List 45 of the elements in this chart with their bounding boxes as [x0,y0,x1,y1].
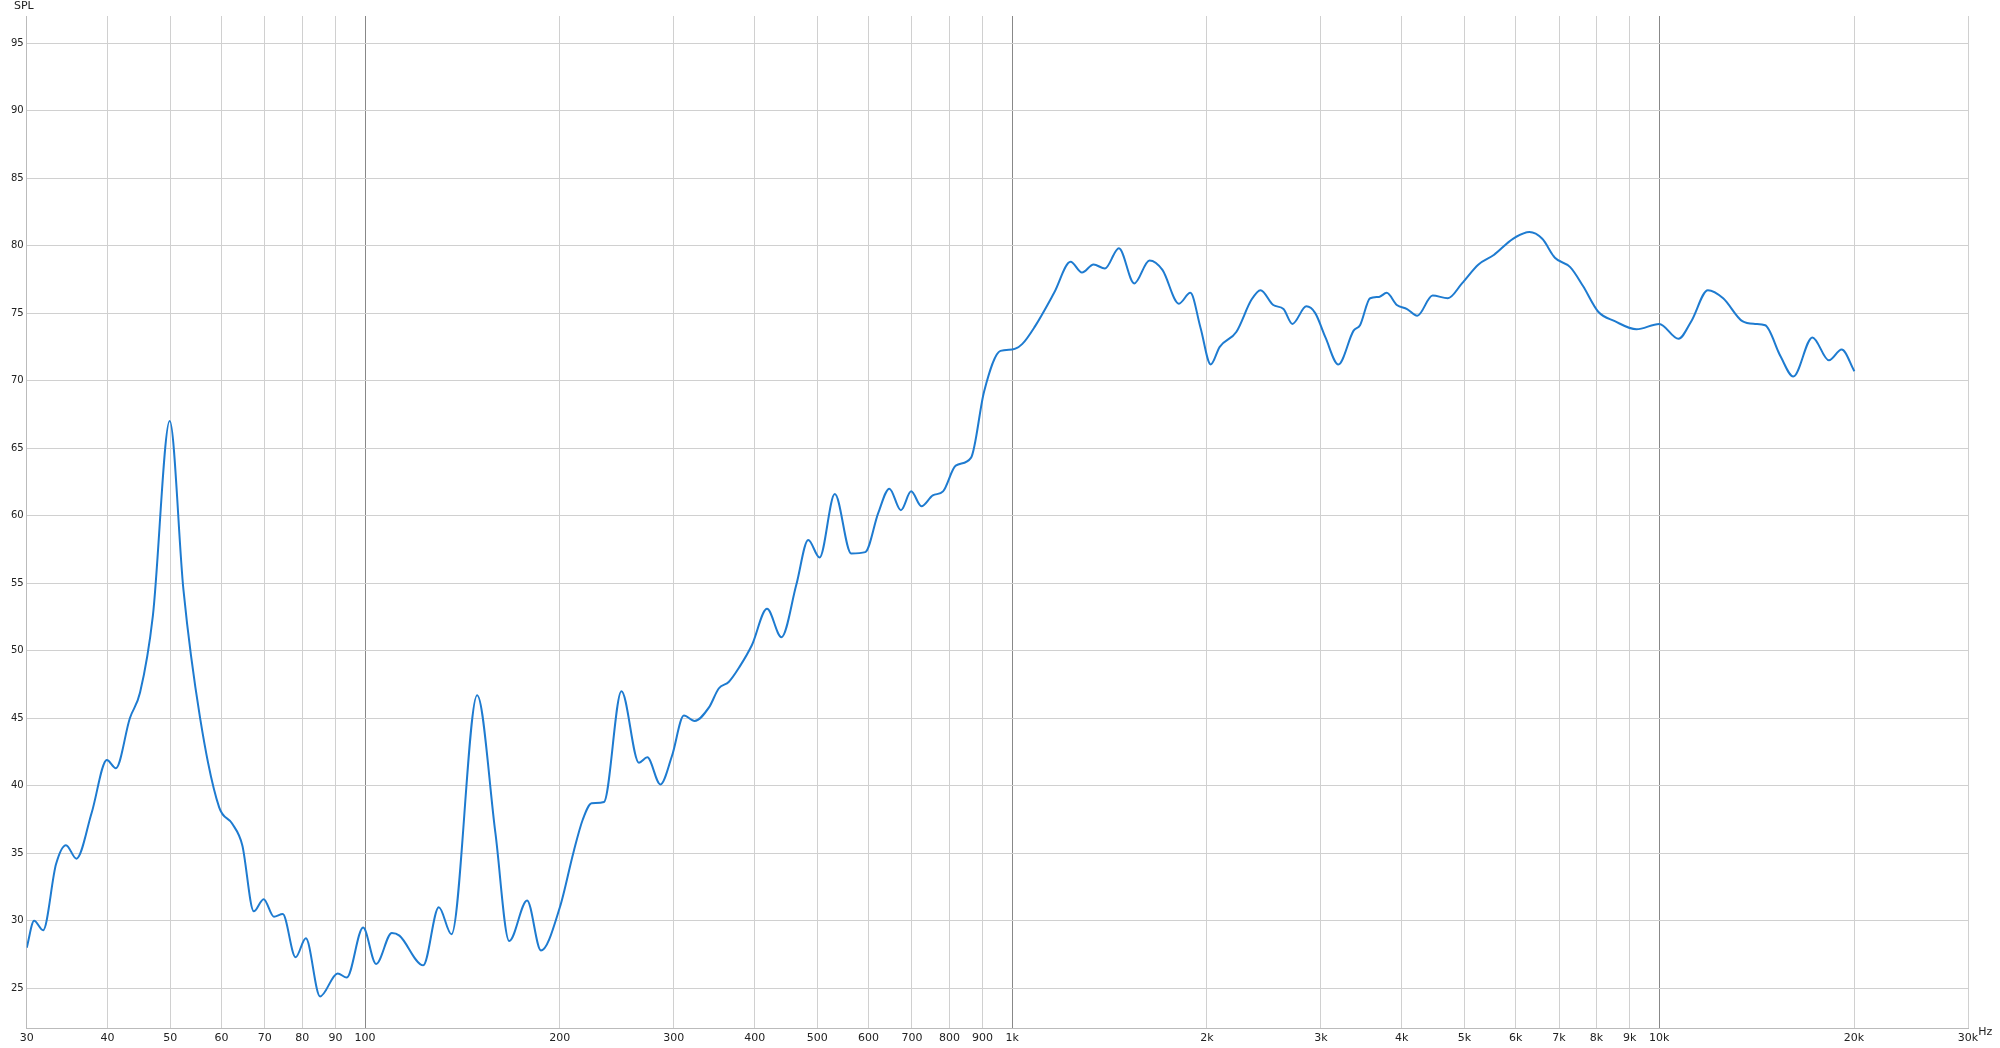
x-tick-label: 70 [257,1031,272,1045]
x-axis-title: Hz [1978,1024,1993,1038]
y-tick-label: 45 [10,711,24,723]
x-tick-label: 9k [1622,1031,1637,1045]
x-tick-label: 7k [1552,1031,1567,1045]
x-tick-label: 3k [1314,1031,1329,1045]
x-tick-label: 100 [354,1031,376,1045]
x-tick-label: 90 [328,1031,343,1045]
x-tick-label: 50 [163,1031,178,1045]
y-tick-label: 70 [10,374,24,386]
y-tick-label: 95 [10,36,24,48]
y-tick-label: 50 [10,644,24,656]
y-tick-label: 90 [10,104,24,116]
y-tick-label: 60 [10,509,24,521]
y-axis-title: SPL [14,0,35,13]
x-tick-label: 30k [1957,1031,1979,1045]
x-tick-label: 2k [1200,1031,1215,1045]
y-tick-label: 85 [10,171,24,183]
x-tick-label: 30 [19,1031,34,1045]
y-tick-label: 35 [10,846,24,858]
x-tick-label: 20k [1843,1031,1865,1045]
x-tick-label: 500 [806,1031,828,1045]
x-tick-label: 10k [1649,1031,1671,1045]
y-tick-label: 25 [10,981,24,993]
x-tick-label: 400 [744,1031,766,1045]
x-tick-label: 60 [214,1031,229,1045]
x-tick-label: 4k [1395,1031,1410,1045]
x-tick-label: 900 [972,1031,994,1045]
x-tick-label: 8k [1589,1031,1604,1045]
x-tick-label: 6k [1509,1031,1524,1045]
y-tick-label: 40 [10,779,24,791]
y-tick-label: 80 [10,239,24,251]
y-tick-label: 55 [10,576,24,588]
x-tick-label: 5k [1457,1031,1472,1045]
x-tick-label: 300 [663,1031,685,1045]
x-tick-label: 1k [1005,1031,1020,1045]
y-tick-label: 65 [10,441,24,453]
y-tick-label: 75 [10,306,24,318]
x-tick-label: 40 [100,1031,115,1045]
y-tick-label: 30 [10,914,24,926]
x-tick-label: 700 [901,1031,923,1045]
x-tick-label: 80 [295,1031,310,1045]
x-tick-label: 600 [858,1031,880,1045]
x-tick-label: 800 [938,1031,960,1045]
x-tick-label: 200 [549,1031,571,1045]
